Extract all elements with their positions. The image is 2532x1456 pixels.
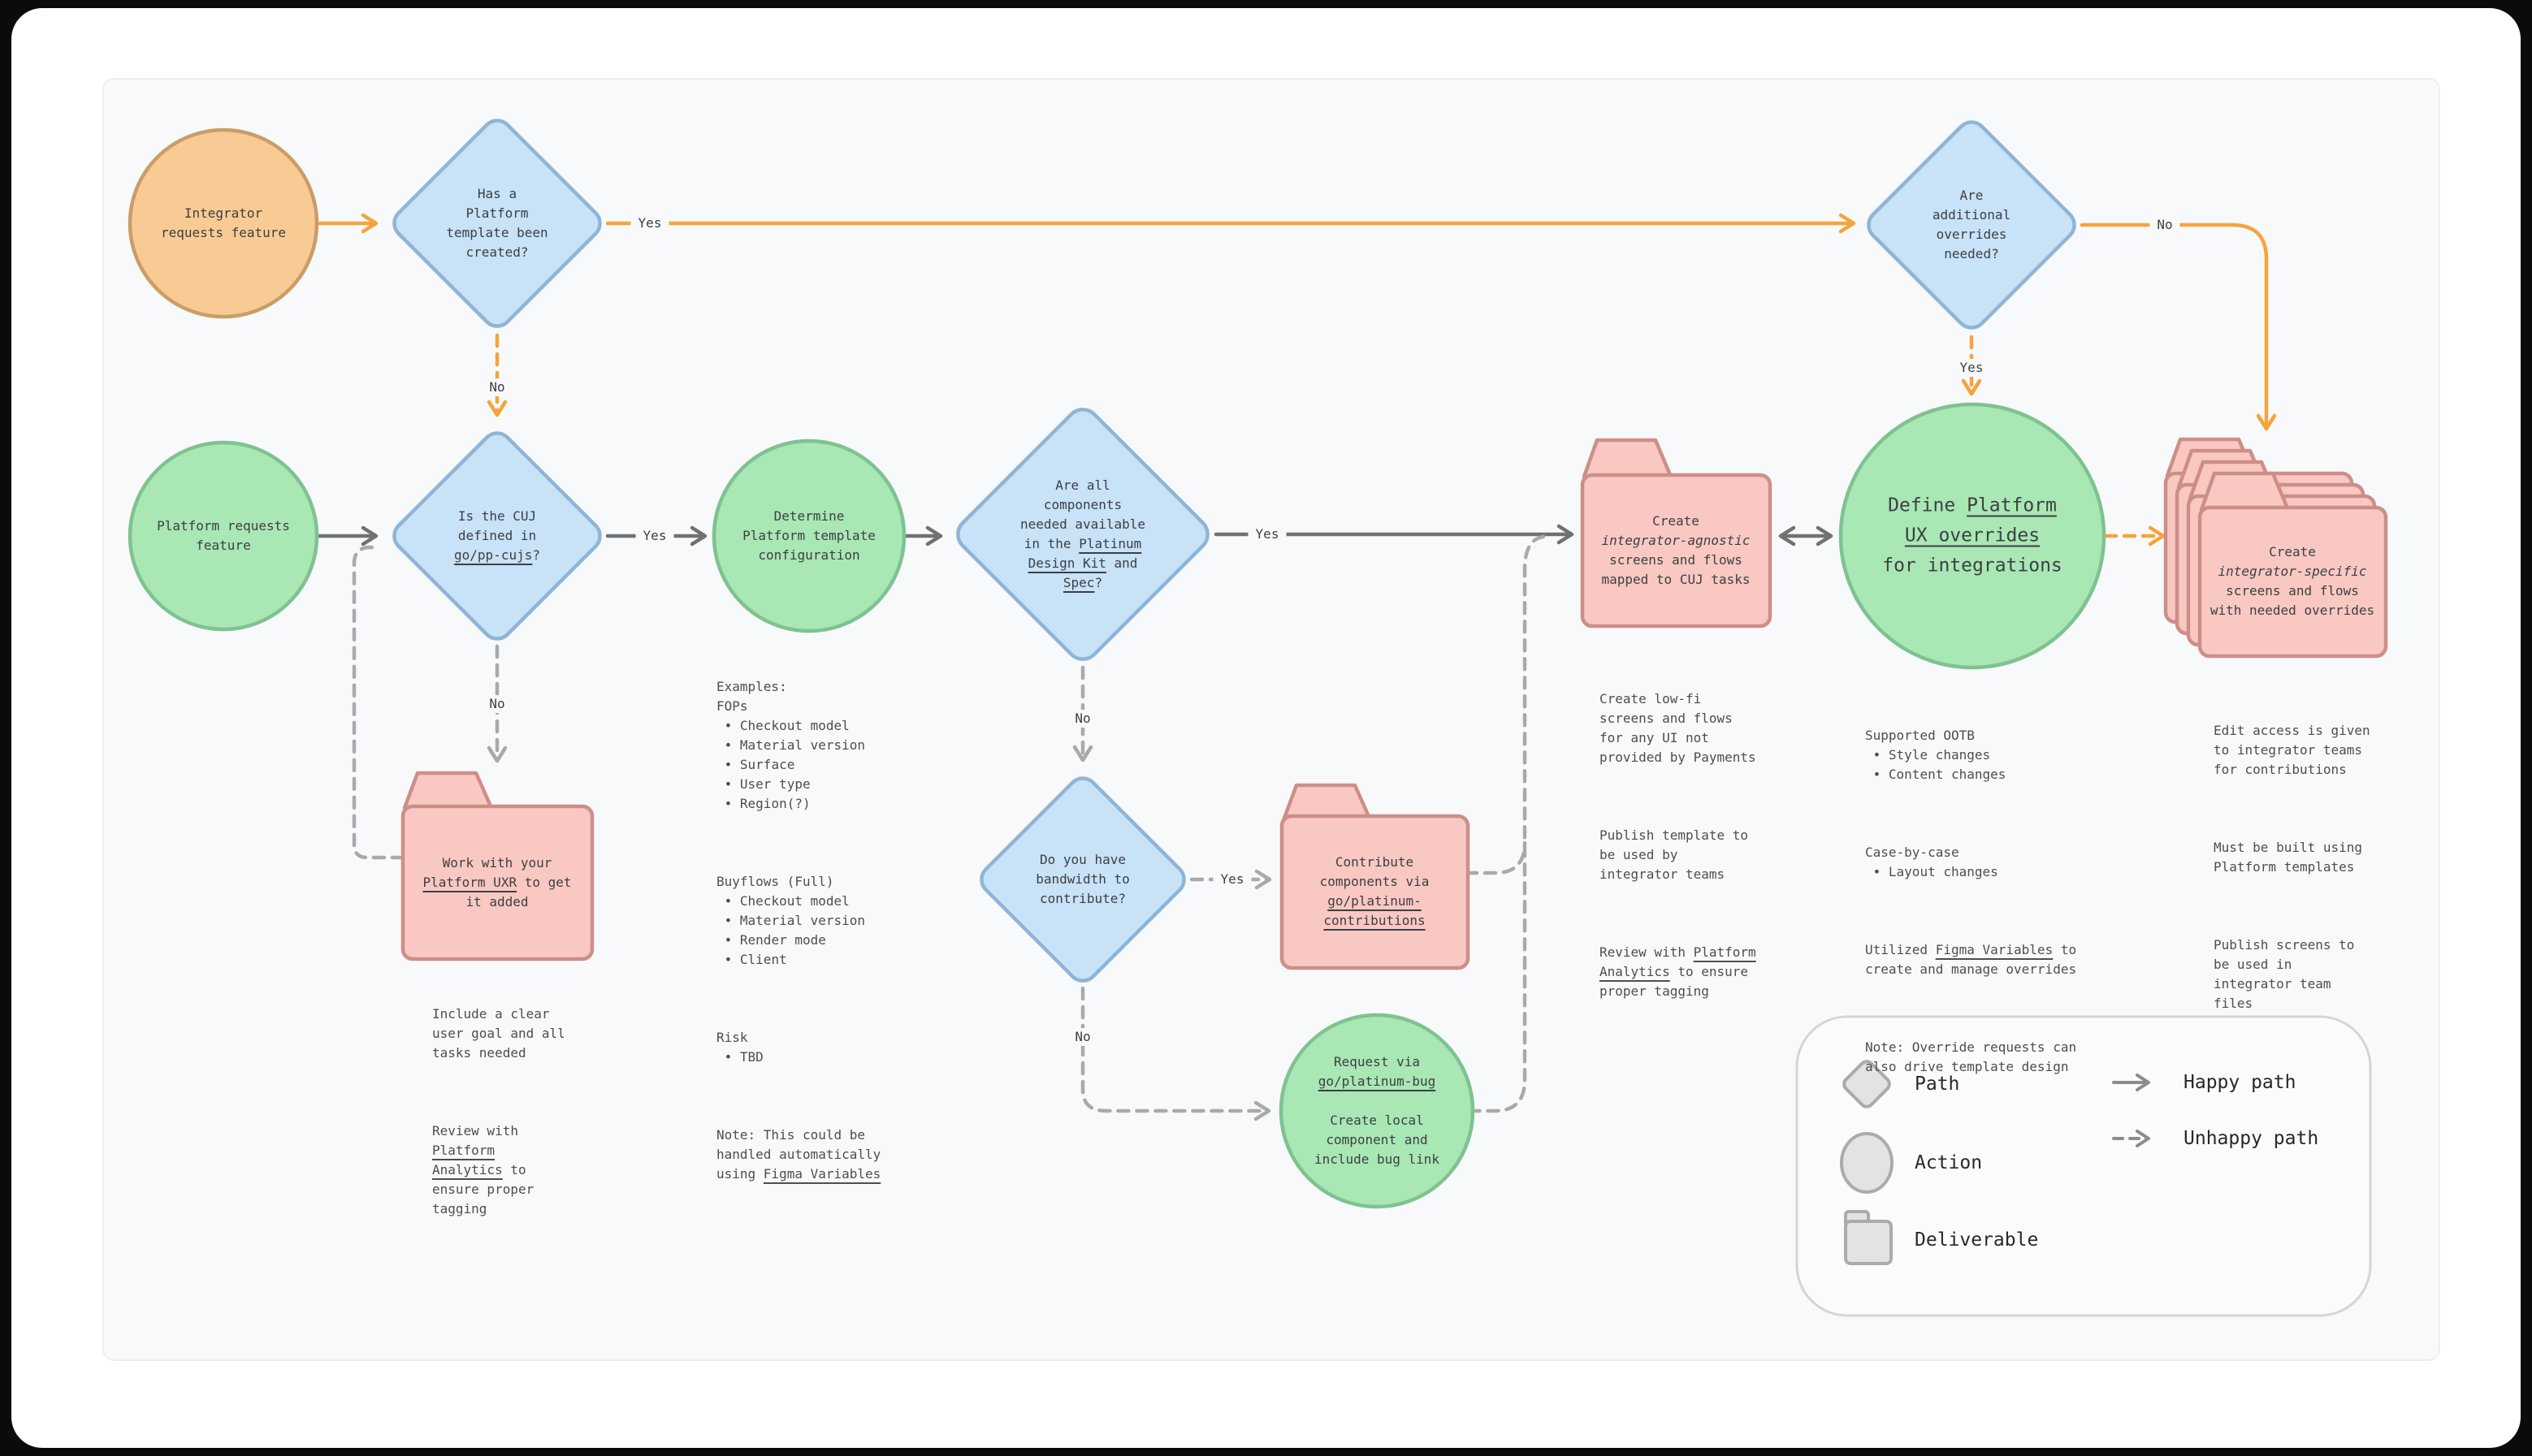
specific-folder-label: Create integrator-specific screens and f… [2210,544,2375,618]
template-decision-diamond[interactable] [388,114,606,332]
work-note: Include a clear user goal and all tasks … [432,966,565,1258]
edge-request-merge [1474,534,1546,1113]
legend-box [1795,1015,2372,1317]
define-note-p3[interactable]: Utilized Figma Variables to create and m… [1865,942,2077,977]
examples-note-p2: Buyflows (Full) • Checkout model • Mater… [716,874,866,967]
legend-label-action: Action [1915,1152,1983,1173]
edge-overrides-no [2080,223,2277,431]
agnostic-folder[interactable] [1580,438,1772,629]
legend-path-icon [1842,1060,1891,1108]
legend-label-happy-path: Happy path [2184,1072,2296,1093]
define-overrides-circle[interactable] [1838,402,2106,670]
contribute-folder-label[interactable]: Contribute components via go/platinum- c… [1319,854,1430,928]
determine-action-circle[interactable] [712,439,907,633]
specific-note: Edit access is given to integrator teams… [2214,682,2370,1052]
edge-label-overrides-yes: Yes [1952,359,1991,377]
agnostic-note-p2: Publish template to be used by integrato… [1599,827,1749,882]
edge-label-cuj-no: No [482,695,513,713]
components-decision-label[interactable]: Are all components needed available in t… [1019,477,1146,590]
examples-note-p1: Examples: FOPs • Checkout model • Materi… [716,679,866,811]
edge-label-overrides-no: No [2149,216,2180,234]
agnostic-folder-tab [1582,438,1673,479]
specific-note-p1: Edit access is given to integrator teams… [2214,723,2370,777]
legend-deliverable-icon [1844,1210,1893,1265]
specific-note-p3: Publish screens to be used in integrator… [2214,937,2355,1011]
request-bug-circle[interactable] [1279,1013,1475,1209]
legend [1795,1015,2372,1317]
work-note-p2[interactable]: Review with Platform Analytics to ensure… [432,1123,535,1216]
agnostic-note-p3[interactable]: Review with Platform Analytics to ensure… [1599,944,1756,999]
work-folder-label[interactable]: Work with your Platform UXR to get it ad… [422,855,572,909]
edge-label-template-yes: Yes [630,214,669,232]
work-folder-body [400,804,595,961]
examples-note-p3: Risk • TBD [716,1030,764,1065]
determine-action-label: Determine Platform template configuratio… [742,508,876,563]
define-note-p1: Supported OOTB • Style changes • Content… [1865,728,2006,782]
cuj-decision-diamond[interactable] [388,427,606,645]
edge-label-components-yes: Yes [1248,525,1287,543]
edge-bandwidth-no [1080,986,1271,1121]
edge-label-bandwidth-yes: Yes [1213,871,1252,888]
cuj-decision-label[interactable]: Is the CUJ defined in go/pp-cujs? [454,508,540,563]
edge-work-loop-back [352,545,405,860]
legend-label-deliverable: Deliverable [1915,1229,2039,1251]
work-folder-tab [402,771,494,810]
define-overrides-label[interactable]: Define Platform UX overrides for integra… [1882,495,2062,577]
legend-label-unhappy-path: Unhappy path [2184,1128,2319,1149]
agnostic-folder-label: Create integrator-agnostic screens and f… [1601,513,1751,587]
edge-label-bandwidth-no: No [1067,1028,1098,1046]
platform-start-circle[interactable] [128,440,319,632]
agnostic-note: Create low-fi screens and flows for any … [1599,650,1756,1040]
bandwidth-decision-label: Do you have bandwidth to contribute? [1036,852,1130,906]
request-bug-label[interactable]: Request via go/platinum-bug Create local… [1314,1054,1440,1167]
overrides-decision-diamond[interactable] [1863,116,2080,334]
integrator-start-label: Integrator requests feature [160,205,287,240]
examples-note-p4[interactable]: Note: This could be handled automaticall… [716,1127,881,1182]
define-note-p4: Note: Override requests can also drive t… [1865,1039,2077,1074]
legend-label-path: Path [1915,1074,1960,1095]
edge-label-components-no: No [1067,710,1098,728]
agnostic-note-p1: Create low-fi screens and flows for any … [1599,691,1756,765]
specific-folder-stack[interactable] [2163,437,2388,659]
happy-path-top-edges [318,213,2277,431]
agnostic-folder-body [1580,473,1772,629]
overrides-decision-label: Are additional overrides needed? [1932,188,2011,261]
integrator-start-circle[interactable] [128,127,319,319]
platform-start-label: Platform requests feature [157,518,290,553]
examples-note: Examples: FOPs • Checkout model • Materi… [716,638,881,1223]
legend-action-icon [1840,1132,1894,1194]
bandwidth-decision-diamond[interactable] [976,772,1190,987]
work-folder[interactable] [400,771,595,961]
define-note: Supported OOTB • Style changes • Content… [1865,687,2076,1116]
stack-layer-front [2197,471,2388,659]
edge-label-template-no: No [482,378,513,396]
template-decision-label: Has a Platform template been created? [446,186,548,260]
edge-label-cuj-yes: Yes [635,527,674,545]
components-decision-diamond[interactable] [951,403,1214,666]
work-note-p1: Include a clear user goal and all tasks … [432,1006,565,1061]
specific-note-p2: Must be built using Platform templates [2214,840,2363,875]
define-note-p2: Case-by-case • Layout changes [1865,845,1998,879]
edge-contribute-merge [1464,840,1527,875]
contribute-folder-body [1279,814,1470,970]
contribute-folder[interactable] [1279,783,1470,970]
